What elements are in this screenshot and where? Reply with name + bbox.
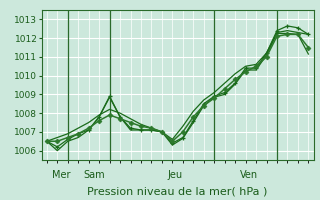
Text: Jeu: Jeu xyxy=(167,170,182,180)
Text: Pression niveau de la mer( hPa ): Pression niveau de la mer( hPa ) xyxy=(87,187,268,197)
Text: Ven: Ven xyxy=(240,170,259,180)
Text: Sam: Sam xyxy=(84,170,105,180)
Text: Mer: Mer xyxy=(52,170,71,180)
